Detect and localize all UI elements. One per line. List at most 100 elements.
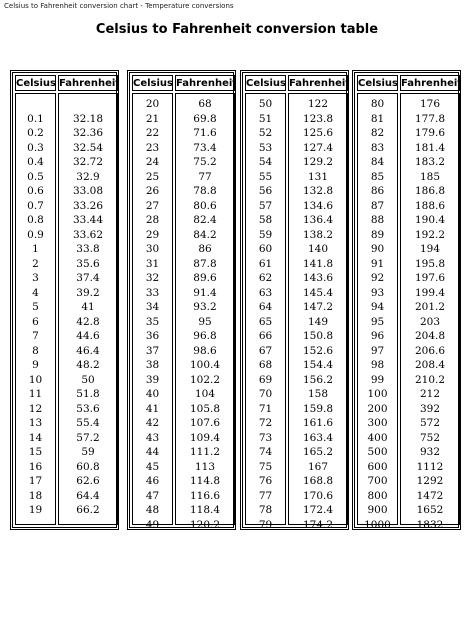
fahrenheit-value: 32.54 xyxy=(72,141,104,154)
fahrenheit-value: 93.2 xyxy=(193,301,217,313)
celsius-value: 48 xyxy=(145,504,160,516)
fahrenheit-column: 68 69.8 71.6 73.4 75.2 77 78.8 80.6 82.4 84.2 86 87… xyxy=(175,93,235,531)
fahrenheit-value: 129.2 xyxy=(302,156,334,168)
celsius-value: 38 xyxy=(145,359,160,371)
fahrenheit-value: 1112 xyxy=(416,460,444,473)
fahrenheit-value: 102.2 xyxy=(189,373,221,386)
celsius-value: 78 xyxy=(258,504,273,516)
fahrenheit-value: 141.8 xyxy=(302,257,334,270)
celsius-value: 72 xyxy=(258,417,273,429)
celsius-column-header: Celsius xyxy=(132,75,173,91)
fahrenheit-value: 167 xyxy=(307,460,329,473)
celsius-value: 4 xyxy=(32,286,39,299)
fahrenheit-value: 96.8 xyxy=(193,330,217,342)
page-header: Celsius to Fahrenheit conversion chart -… xyxy=(4,2,234,10)
celsius-value: 53 xyxy=(258,141,273,154)
celsius-value: 26 xyxy=(145,185,160,197)
fahrenheit-value: 120.2 xyxy=(189,518,221,531)
celsius-value: 69 xyxy=(258,373,273,386)
celsius-value: 1 xyxy=(32,243,39,255)
celsius-value: 96 xyxy=(370,330,385,342)
fahrenheit-value: 82.4 xyxy=(193,214,217,226)
fahrenheit-value: 87.8 xyxy=(193,257,217,270)
celsius-value: 200 xyxy=(367,402,388,415)
celsius-value: 0.9 xyxy=(27,228,44,241)
fahrenheit-value: 194 xyxy=(419,243,441,255)
celsius-value: 98 xyxy=(370,359,385,371)
celsius-value: 400 xyxy=(367,431,388,444)
celsius-value: 73 xyxy=(258,431,273,444)
celsius-value: 52 xyxy=(258,127,273,139)
fahrenheit-value: 179.6 xyxy=(414,127,446,139)
celsius-value: 62 xyxy=(258,272,273,284)
celsius-value: 75 xyxy=(258,460,273,473)
fahrenheit-value: 91.4 xyxy=(193,286,217,299)
celsius-value: 5 xyxy=(32,301,39,313)
celsius-value: 0.3 xyxy=(27,141,44,154)
fahrenheit-value: 203 xyxy=(419,315,441,328)
fahrenheit-value: 123.8 xyxy=(302,112,334,125)
celsius-value: 83 xyxy=(370,141,385,154)
fahrenheit-value: 140 xyxy=(307,243,329,255)
celsius-value: 93 xyxy=(370,286,385,299)
fahrenheit-value: 59 xyxy=(81,446,95,458)
celsius-value: 66 xyxy=(258,330,273,342)
fahrenheit-value: 177.8 xyxy=(414,112,446,125)
fahrenheit-value: 80.6 xyxy=(193,199,217,212)
fahrenheit-column: 32.18 32.36 32.54 32.72 32.9 33.08 33.26 33.44 3… xyxy=(58,93,118,525)
fahrenheit-value: 116.6 xyxy=(189,489,221,502)
fahrenheit-value: 33.26 xyxy=(72,199,104,212)
celsius-value: 11 xyxy=(28,388,43,400)
celsius-value: 99 xyxy=(370,373,385,386)
celsius-value: 51 xyxy=(258,112,273,125)
celsius-value: 13 xyxy=(28,417,43,429)
fahrenheit-column-header: Fahrenheit xyxy=(288,75,348,91)
fahrenheit-value: 159.8 xyxy=(302,402,334,415)
celsius-value: 89 xyxy=(370,228,385,241)
celsius-value: 34 xyxy=(145,301,160,313)
celsius-value: 20 xyxy=(145,98,160,110)
fahrenheit-value: 192.2 xyxy=(414,228,446,241)
fahrenheit-value: 154.4 xyxy=(302,359,334,371)
fahrenheit-column-header: Fahrenheit xyxy=(400,75,460,91)
fahrenheit-value: 71.6 xyxy=(193,127,217,139)
celsius-value: 0.4 xyxy=(27,156,44,168)
fahrenheit-value: 41 xyxy=(81,301,95,313)
fahrenheit-value: 68 xyxy=(198,98,212,110)
celsius-value: 77 xyxy=(258,489,273,502)
fahrenheit-value: 131 xyxy=(307,170,329,183)
fahrenheit-value: 125.6 xyxy=(302,127,334,139)
celsius-value: 59 xyxy=(258,228,273,241)
fahrenheit-value: 752 xyxy=(419,431,441,444)
fahrenheit-value: 134.6 xyxy=(302,199,334,212)
fahrenheit-value: 48.2 xyxy=(76,359,100,371)
celsius-value: 43 xyxy=(145,431,160,444)
conversion-table-3: Celsius 50 51 52 53 54 55 56 57 58 59 60 61 62 63 64 65 6… xyxy=(240,70,349,531)
celsius-value: 91 xyxy=(370,257,385,270)
fahrenheit-value: 143.6 xyxy=(302,272,334,284)
celsius-value: 9 xyxy=(32,359,39,371)
celsius-value: 27 xyxy=(145,199,160,212)
celsius-value: 18 xyxy=(28,489,43,502)
fahrenheit-value: 572 xyxy=(419,417,441,429)
celsius-value: 29 xyxy=(145,228,160,241)
fahrenheit-value: 113 xyxy=(194,460,216,473)
celsius-value: 57 xyxy=(258,199,273,212)
fahrenheit-value: 89.6 xyxy=(193,272,217,284)
fahrenheit-value: 46.4 xyxy=(76,344,100,357)
fahrenheit-value: 210.2 xyxy=(414,373,446,386)
fahrenheit-value: 181.4 xyxy=(414,141,446,154)
celsius-value: 0.1 xyxy=(27,112,44,125)
fahrenheit-value: 51.8 xyxy=(76,388,100,400)
fahrenheit-column: 122 123.8 125.6 127.4 129.2 131 132.8 134.6 136.… xyxy=(288,93,348,531)
celsius-value: 74 xyxy=(258,446,273,458)
celsius-value: 3 xyxy=(32,272,39,284)
fahrenheit-value: 392 xyxy=(419,402,441,415)
celsius-value: 86 xyxy=(370,185,385,197)
celsius-value: 23 xyxy=(145,141,160,154)
celsius-value: 84 xyxy=(370,156,385,168)
fahrenheit-value: 42.8 xyxy=(76,315,100,328)
celsius-value: 58 xyxy=(258,214,273,226)
celsius-value: 88 xyxy=(370,214,385,226)
fahrenheit-value: 44.6 xyxy=(76,330,100,342)
